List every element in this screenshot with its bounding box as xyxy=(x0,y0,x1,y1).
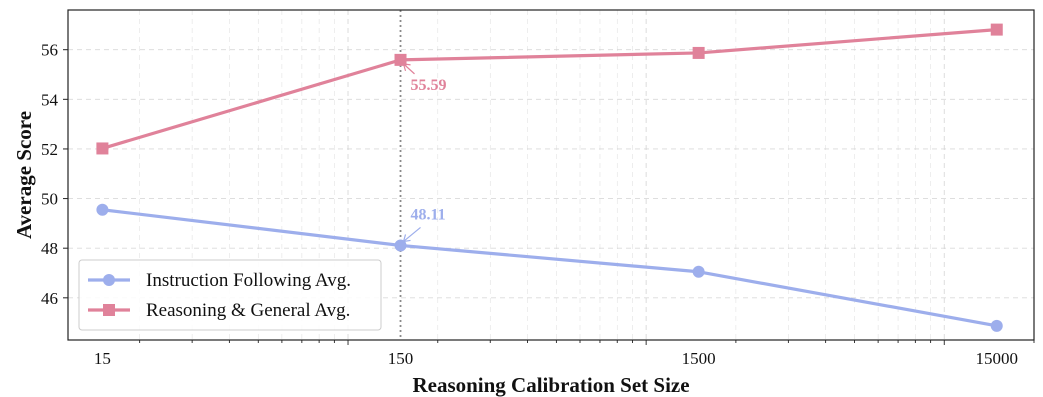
legend-label-reasoning: Reasoning & General Avg. xyxy=(146,300,350,321)
data-point xyxy=(990,23,1003,36)
annotation-arrowhead xyxy=(402,234,411,243)
data-point xyxy=(990,319,1003,332)
data-point xyxy=(394,239,407,252)
legend-box xyxy=(78,259,382,331)
y-tick-label: 48 xyxy=(41,239,58,258)
series-line xyxy=(101,28,997,150)
data-label: 55.59 xyxy=(411,77,447,94)
x-tick-label: 1500 xyxy=(682,349,716,368)
legend-marker-reasoning xyxy=(103,304,115,316)
annotation-arrow xyxy=(403,227,421,242)
data-label: 48.11 xyxy=(411,206,446,223)
plot-area-frame xyxy=(67,9,1035,341)
annotation-layer: 48.11 55.59 xyxy=(402,63,447,243)
y-tick-label: 46 xyxy=(41,289,58,308)
grid xyxy=(68,10,1035,340)
annotation-arrow xyxy=(403,63,415,75)
series-line xyxy=(102,208,998,328)
data-point xyxy=(394,53,407,66)
x-tick-label: 15000 xyxy=(976,349,1019,368)
y-tick-label: 52 xyxy=(41,140,58,159)
data-point xyxy=(692,265,705,278)
x-tick-label: 15 xyxy=(94,349,111,368)
ticks: 46 48 50 52 54 56 15 150 1500 15000 xyxy=(41,41,1035,368)
y-tick-label: 56 xyxy=(41,41,58,60)
y-axis-title: Average Score xyxy=(12,111,36,239)
legend: Instruction Following Avg. Reasoning & G… xyxy=(78,259,382,331)
data-point xyxy=(96,142,109,155)
x-axis-title: Reasoning Calibration Set Size xyxy=(412,373,689,397)
y-tick-label: 54 xyxy=(41,90,59,109)
data-point xyxy=(96,203,109,216)
x-tick-label: 150 xyxy=(388,349,414,368)
y-tick-label: 50 xyxy=(41,190,58,209)
data-point xyxy=(692,46,705,59)
legend-label-instruction: Instruction Following Avg. xyxy=(146,270,351,291)
annotation-arrowhead xyxy=(402,63,411,72)
legend-marker-instruction xyxy=(103,274,115,286)
series-layer xyxy=(96,23,1003,332)
